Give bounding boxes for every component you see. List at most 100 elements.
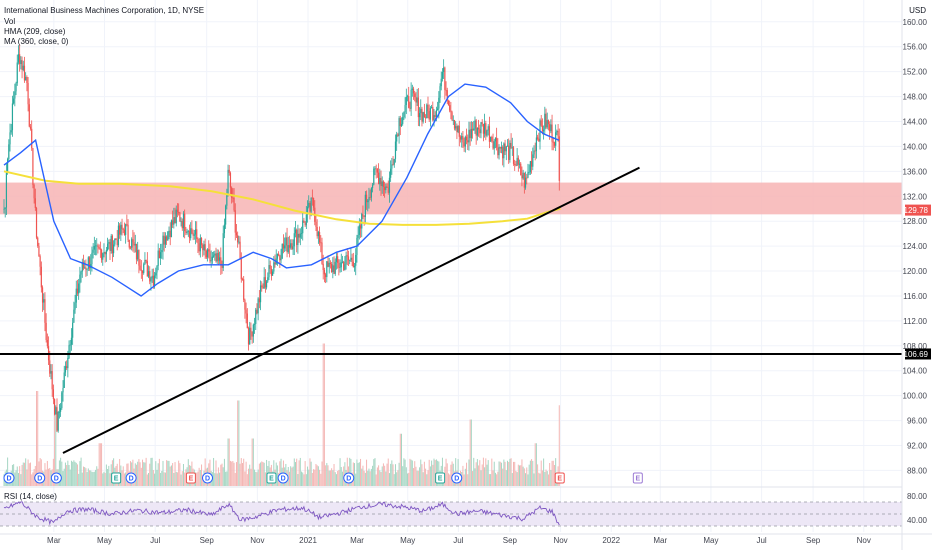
candle-body <box>340 262 342 268</box>
candle-body <box>73 309 75 323</box>
candle-body <box>125 224 127 235</box>
volume-bar <box>76 464 78 486</box>
candle-body <box>221 265 223 269</box>
candle-body <box>155 272 157 276</box>
candle-body <box>4 207 6 209</box>
dividend-icon <box>343 472 355 484</box>
volume-bar <box>514 461 516 486</box>
volume-bar <box>493 461 495 486</box>
volume-bar <box>166 460 168 486</box>
time-tick-label: Jul <box>150 536 160 545</box>
candle-body <box>438 97 440 109</box>
candle-body <box>175 209 177 224</box>
candle-body <box>69 344 71 346</box>
candle-body <box>537 137 539 139</box>
volume-bar <box>423 461 425 486</box>
candle-body <box>468 129 470 143</box>
volume-bar <box>494 472 496 486</box>
volume-bar <box>99 443 101 486</box>
volume-bar <box>492 470 494 486</box>
volume-bar <box>499 461 501 486</box>
volume-bar <box>113 458 115 486</box>
candle-body <box>337 256 339 263</box>
candle-body <box>486 130 488 136</box>
volume-bar <box>235 462 237 486</box>
volume-bar <box>219 472 221 486</box>
candle-body <box>515 164 517 166</box>
volume-bar <box>419 467 421 486</box>
candle-body <box>371 184 374 189</box>
candle-body <box>296 229 298 246</box>
earnings-marker: E <box>554 472 565 484</box>
candle-body <box>346 255 348 257</box>
candle-body <box>308 203 310 207</box>
candle-body <box>74 302 76 310</box>
candle-body <box>420 108 422 114</box>
volume-bar <box>299 457 301 486</box>
candle-body <box>261 285 263 288</box>
volume-bar <box>246 474 248 486</box>
volume-bar <box>532 460 534 486</box>
volume-bar <box>28 463 30 486</box>
candle-body <box>529 161 531 172</box>
volume-bar <box>396 472 398 486</box>
volume-bar <box>513 461 515 486</box>
volume-bar <box>475 462 477 486</box>
volume-bar <box>196 472 198 486</box>
earnings-icon <box>435 472 446 484</box>
candle-body <box>352 261 354 268</box>
volume-bar <box>216 473 218 486</box>
volume-bar <box>491 458 493 486</box>
candle-body <box>144 259 146 265</box>
candle-body <box>302 220 304 234</box>
volume-bar <box>31 474 33 486</box>
candle-body <box>110 235 112 251</box>
volume-bar <box>263 462 265 486</box>
candle-body <box>234 210 236 233</box>
volume-bar <box>39 458 41 486</box>
candle-body <box>343 261 345 271</box>
volume-bar <box>89 470 91 486</box>
candle-body <box>431 107 433 109</box>
volume-bar <box>201 464 203 486</box>
candle-body <box>418 113 421 118</box>
volume-bar <box>145 457 147 486</box>
candle-body <box>558 136 560 181</box>
candle-body <box>246 313 248 329</box>
candle-body <box>28 104 30 127</box>
candle-body <box>459 136 462 140</box>
volume-bar <box>421 464 423 486</box>
candle-body <box>299 233 301 238</box>
candle-body <box>70 337 73 345</box>
candle-body <box>465 136 468 141</box>
candle-body <box>392 164 394 166</box>
volume-bar <box>307 466 309 486</box>
candle-body <box>222 233 224 269</box>
volume-bar <box>23 462 25 486</box>
candle-body <box>185 231 187 233</box>
candle-body <box>476 127 478 136</box>
candle-body <box>264 277 266 288</box>
volume-bar <box>457 459 459 486</box>
volume-bar <box>417 470 419 486</box>
candle-body <box>412 88 415 94</box>
candle-body <box>281 243 283 259</box>
candle-body <box>240 258 242 280</box>
volume-bar <box>385 471 387 486</box>
volume-bar <box>525 473 527 486</box>
candle-body <box>287 245 289 253</box>
candle-body <box>304 222 306 226</box>
candle-body <box>217 253 220 261</box>
candle-body <box>247 328 250 345</box>
time-tick-label: May <box>400 536 415 545</box>
candle-body <box>64 366 67 373</box>
candle-body <box>158 250 160 259</box>
candle-body <box>227 169 229 194</box>
volume-bar <box>403 458 405 486</box>
candle-body <box>347 256 350 261</box>
volume-bar <box>451 461 453 486</box>
volume-bar <box>502 468 504 486</box>
candle-body <box>485 123 487 136</box>
